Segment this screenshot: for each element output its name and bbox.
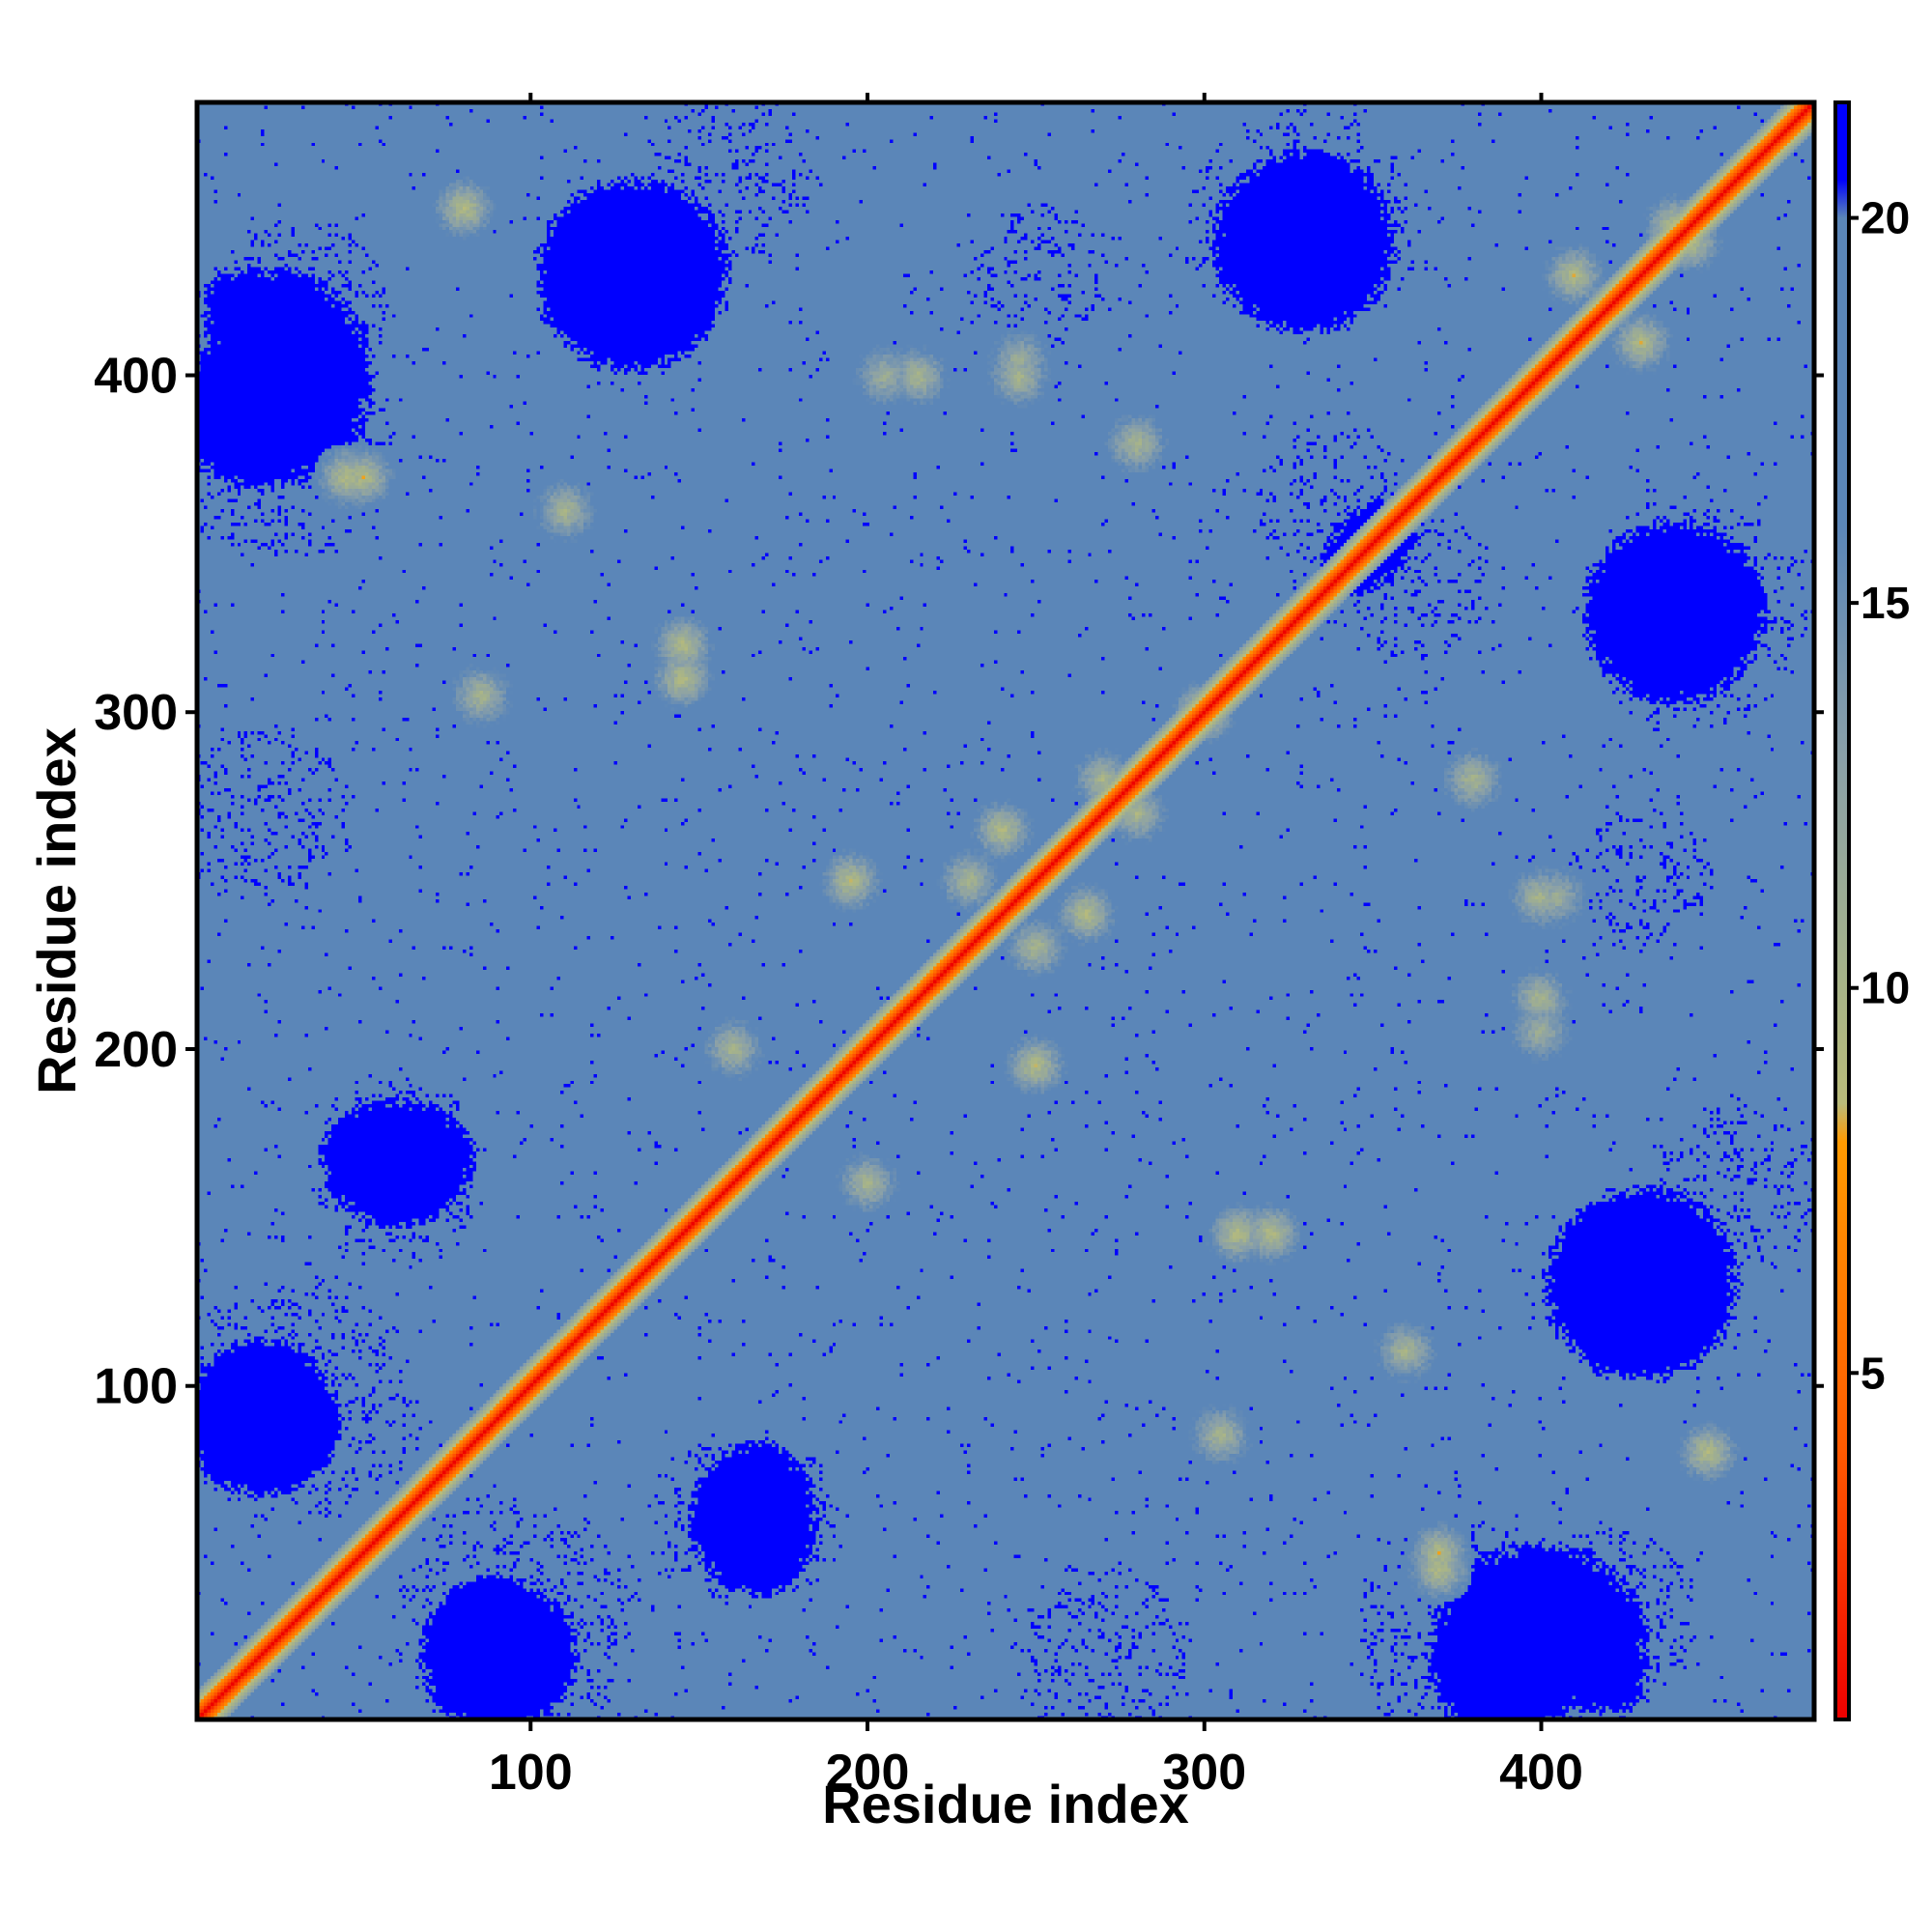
colorbar-bar (1833, 100, 1851, 1721)
x-axis: 100 200 300 400 (489, 93, 1583, 1801)
plot-frame (194, 99, 1817, 1722)
y-axis: 100 200 300 400 (94, 348, 1824, 1415)
x-tick-label: 300 (1162, 1745, 1246, 1801)
y-tick-label: 100 (94, 1359, 178, 1415)
x-axis-title: Residue index (822, 1774, 1189, 1834)
y-tick-label: 400 (94, 348, 178, 404)
y-tick-label: 300 (94, 685, 178, 741)
colorbar-tick-label: 20 (1861, 193, 1910, 243)
colorbar-tick-label: 10 (1861, 963, 1910, 1013)
heatmap-image (197, 102, 1814, 1719)
x-tick-label: 400 (1499, 1745, 1583, 1801)
colorbar: 5 10 15 20 (1833, 100, 1910, 1721)
x-tick-label: 200 (826, 1745, 910, 1801)
y-tick-label: 200 (94, 1022, 178, 1078)
colorbar-tick-label: 15 (1861, 578, 1910, 628)
colorbar-tick-label: 5 (1861, 1348, 1886, 1398)
heatmap-plot-area (197, 102, 1814, 1719)
y-axis-title: Residue index (26, 727, 87, 1094)
x-tick-label: 100 (489, 1745, 573, 1801)
